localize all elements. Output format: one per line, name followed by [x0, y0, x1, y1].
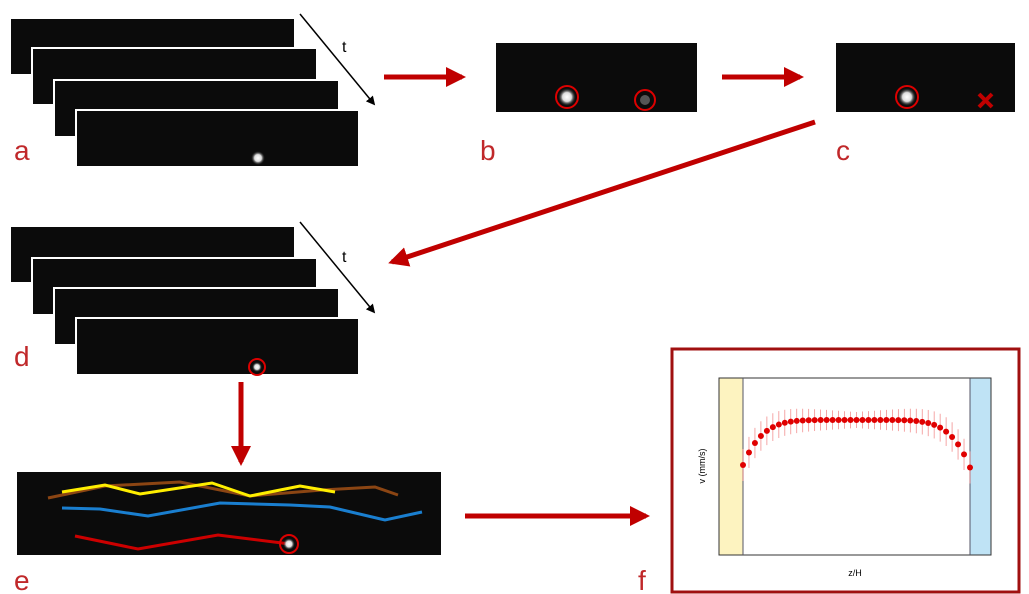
panel-e: [17, 472, 441, 555]
decoration: [859, 417, 865, 423]
decoration: [883, 417, 889, 423]
decoration: [764, 428, 770, 434]
decoration: [794, 418, 800, 424]
decoration: [943, 429, 949, 435]
decoration: [931, 422, 937, 428]
decoration: [758, 433, 764, 439]
decoration: [740, 462, 746, 468]
time-label: t: [342, 39, 347, 56]
panel-label: c: [836, 135, 850, 166]
decoration: [782, 420, 788, 426]
y-axis-label: v (mm/s): [697, 449, 707, 484]
decoration: [830, 417, 836, 423]
decoration: [865, 417, 871, 423]
panel-label: f: [638, 565, 646, 594]
decoration: [913, 418, 919, 424]
panel-c: [836, 43, 1015, 112]
decoration: [770, 424, 776, 430]
panel-b: [496, 43, 697, 112]
decoration: [806, 417, 812, 423]
decoration: [961, 451, 967, 457]
panel-label: e: [14, 565, 30, 594]
panel-label: b: [480, 135, 496, 166]
decoration: [955, 441, 961, 447]
decoration: [871, 417, 877, 423]
decoration: [800, 417, 806, 423]
decoration: [854, 417, 860, 423]
decoration: [877, 417, 883, 423]
decoration: [901, 417, 907, 423]
panel-f-plot: [672, 349, 1019, 592]
decoration: [836, 417, 842, 423]
decoration: [967, 464, 973, 470]
decoration: [818, 417, 824, 423]
frame-stack-d: [10, 222, 374, 375]
decoration: [925, 420, 931, 426]
decoration: [889, 417, 895, 423]
decoration: [752, 440, 758, 446]
decoration: [776, 422, 782, 428]
decoration: [937, 425, 943, 431]
decoration: [788, 419, 794, 425]
arrow: [392, 122, 815, 262]
decoration: [746, 449, 752, 455]
decoration: [949, 434, 955, 440]
decoration: [824, 417, 830, 423]
diagram: t t: [0, 0, 1029, 594]
decoration: [919, 419, 925, 425]
decoration: [895, 417, 901, 423]
frame-stack-a: [10, 14, 374, 167]
decoration: [812, 417, 818, 423]
time-label: t: [342, 249, 347, 266]
decoration: [848, 417, 854, 423]
decoration: [842, 417, 848, 423]
decoration: [907, 418, 913, 424]
panel-label: a: [14, 135, 30, 166]
panel-label: d: [14, 341, 30, 372]
x-axis-label: z/H: [848, 568, 862, 578]
